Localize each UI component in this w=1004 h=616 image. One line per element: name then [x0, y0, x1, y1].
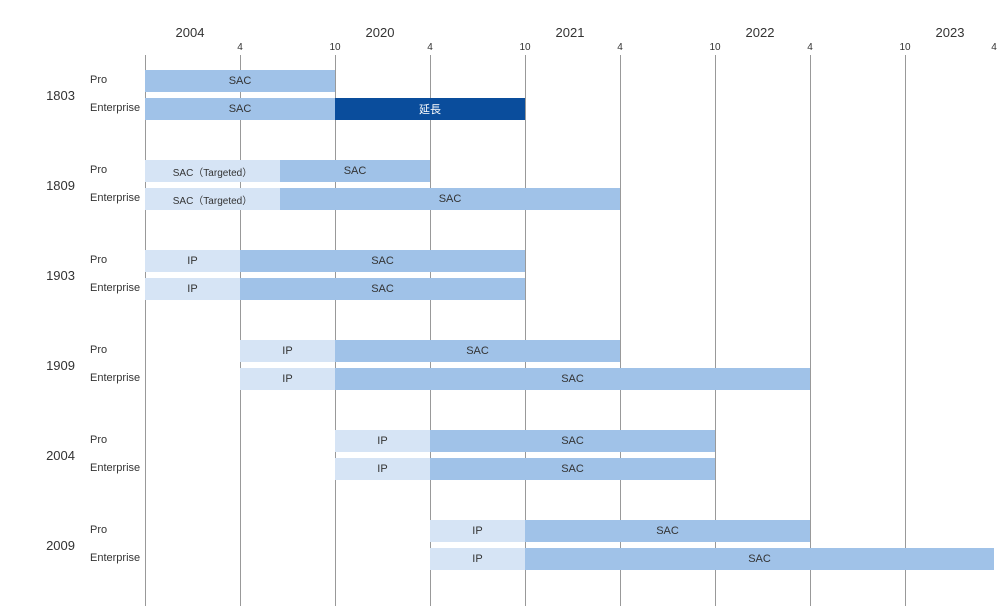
month-label: 4 — [800, 42, 820, 53]
gantt-bar-label: IP — [377, 463, 387, 475]
gantt-bar: SAC — [335, 368, 810, 390]
gantt-bar: SAC（Targeted） — [145, 160, 280, 182]
gantt-bar-label: SAC — [561, 435, 584, 447]
gantt-bar-label: SAC — [656, 525, 679, 537]
version-label: 1809 — [15, 178, 75, 193]
gantt-bar-label: SAC — [561, 373, 584, 385]
gantt-bar-label: SAC — [439, 193, 462, 205]
gantt-bar-label: IP — [187, 255, 197, 267]
gantt-bar-label: IP — [377, 435, 387, 447]
gantt-bar: SAC — [240, 278, 525, 300]
month-label: 10 — [705, 42, 725, 53]
version-label: 1909 — [15, 358, 75, 373]
month-label: 10 — [895, 42, 915, 53]
edition-label: Enterprise — [90, 102, 140, 114]
gridline — [240, 55, 241, 606]
gantt-bar: SAC — [335, 340, 620, 362]
gantt-bar-label: SAC — [748, 553, 771, 565]
version-label: 2009 — [15, 538, 75, 553]
gantt-bar: IP — [240, 340, 335, 362]
year-label: 2021 — [550, 25, 590, 40]
gantt-bar: SAC — [145, 70, 335, 92]
gantt-bar-label: SAC — [371, 255, 394, 267]
gantt-bar: IP — [145, 250, 240, 272]
edition-label: Pro — [90, 164, 107, 176]
gantt-bar: SAC — [280, 160, 430, 182]
month-label: 4 — [610, 42, 630, 53]
gantt-bar-label: SAC — [344, 165, 367, 177]
gantt-bar: SAC — [430, 458, 715, 480]
edition-label: Pro — [90, 344, 107, 356]
gantt-bar-label: SAC — [229, 103, 252, 115]
gantt-bar: SAC — [525, 548, 994, 570]
gantt-bar-label: SAC — [229, 75, 252, 87]
month-label: 10 — [325, 42, 345, 53]
gantt-bar: SAC — [240, 250, 525, 272]
version-label: 1903 — [15, 268, 75, 283]
gantt-bar: IP — [240, 368, 335, 390]
edition-label: Pro — [90, 74, 107, 86]
gridline — [905, 55, 906, 606]
gridline — [145, 55, 146, 606]
month-label: 4 — [984, 42, 1004, 53]
edition-label: Enterprise — [90, 372, 140, 384]
gantt-bar: IP — [430, 520, 525, 542]
gantt-bar-label: SAC — [371, 283, 394, 295]
gantt-bar: SAC（Targeted） — [145, 188, 280, 210]
gantt-bar-label: SAC（Targeted） — [173, 192, 252, 207]
edition-label: Enterprise — [90, 462, 140, 474]
gantt-bar-label: 延長 — [419, 101, 441, 117]
gantt-bar-label: SAC — [466, 345, 489, 357]
edition-label: Pro — [90, 254, 107, 266]
gantt-bar-label: SAC（Targeted） — [173, 164, 252, 179]
gantt-bar-label: SAC — [561, 463, 584, 475]
gantt-bar-label: IP — [472, 525, 482, 537]
gantt-bar-label: IP — [187, 283, 197, 295]
gantt-bar: IP — [335, 430, 430, 452]
gantt-bar: IP — [335, 458, 430, 480]
year-label: 2022 — [740, 25, 780, 40]
gantt-bar: SAC — [430, 430, 715, 452]
month-label: 4 — [230, 42, 250, 53]
edition-label: Enterprise — [90, 552, 140, 564]
month-label: 10 — [515, 42, 535, 53]
year-label: 2023 — [930, 25, 970, 40]
gantt-bar-label: IP — [282, 373, 292, 385]
gantt-bar-label: IP — [282, 345, 292, 357]
version-label: 2004 — [15, 448, 75, 463]
gantt-bar: SAC — [280, 188, 620, 210]
year-label: 2020 — [360, 25, 400, 40]
month-label: 4 — [420, 42, 440, 53]
gantt-bar: 延長 — [335, 98, 525, 120]
edition-label: Enterprise — [90, 192, 140, 204]
gridline — [335, 55, 336, 606]
year-label: 2004 — [170, 25, 210, 40]
edition-label: Enterprise — [90, 282, 140, 294]
gantt-bar-label: IP — [472, 553, 482, 565]
gantt-bar: SAC — [145, 98, 335, 120]
edition-label: Pro — [90, 524, 107, 536]
edition-label: Pro — [90, 434, 107, 446]
version-label: 1803 — [15, 88, 75, 103]
gridline — [810, 55, 811, 606]
gantt-bar: SAC — [525, 520, 810, 542]
gantt-bar: IP — [145, 278, 240, 300]
gantt-bar: IP — [430, 548, 525, 570]
